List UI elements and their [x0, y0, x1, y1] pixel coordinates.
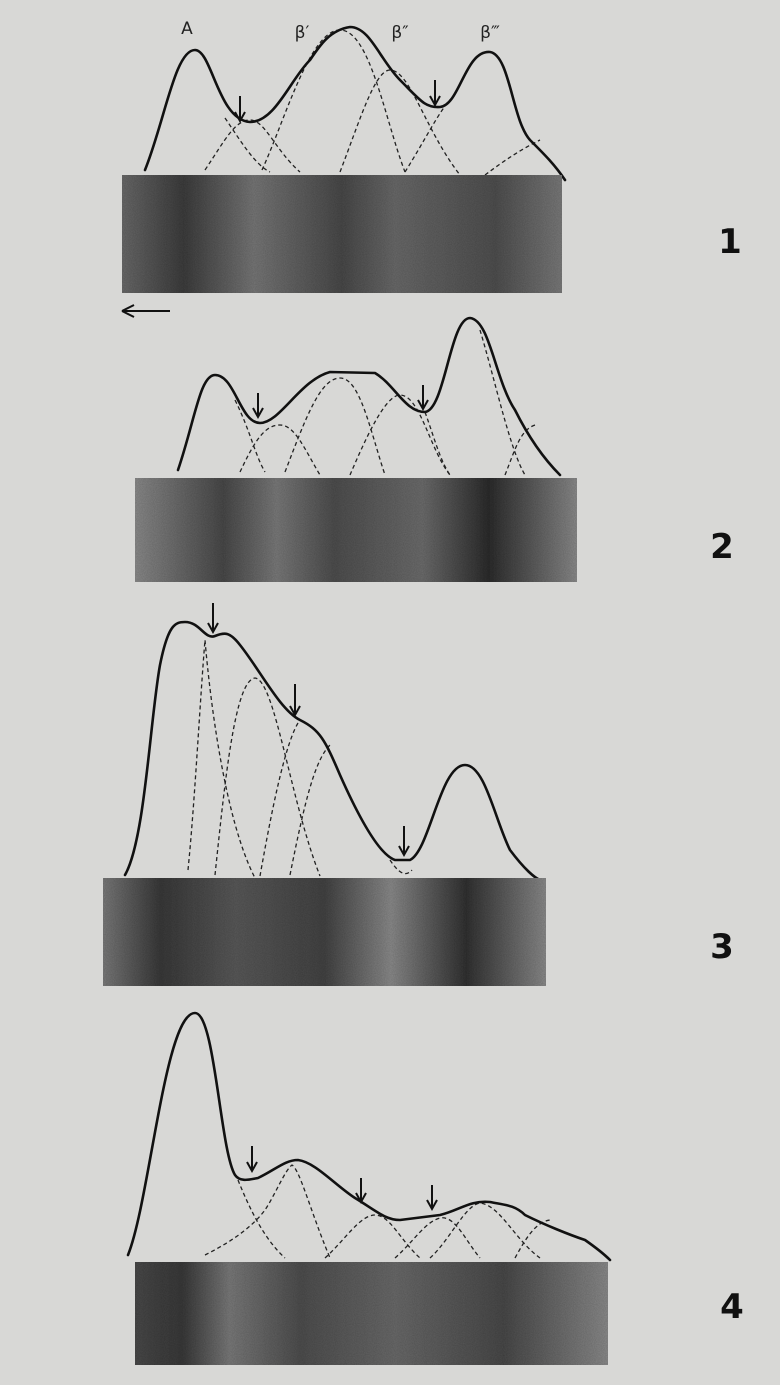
figure: A β′ β″ β‴ 1 2 — [0, 0, 780, 1385]
gel-strip — [135, 1262, 608, 1365]
peak-label: β‴ — [480, 23, 500, 43]
gel-strip — [122, 175, 562, 293]
peak-label: β″ — [391, 23, 408, 43]
panel-number: 3 — [710, 927, 734, 967]
panel-number: 1 — [718, 222, 742, 262]
panel-number: 4 — [720, 1287, 744, 1327]
peak-label: A — [181, 19, 193, 39]
gel-strip — [103, 878, 546, 986]
panel-number: 2 — [710, 527, 734, 567]
gel-strip — [135, 478, 577, 582]
peak-label: β′ — [295, 23, 310, 43]
